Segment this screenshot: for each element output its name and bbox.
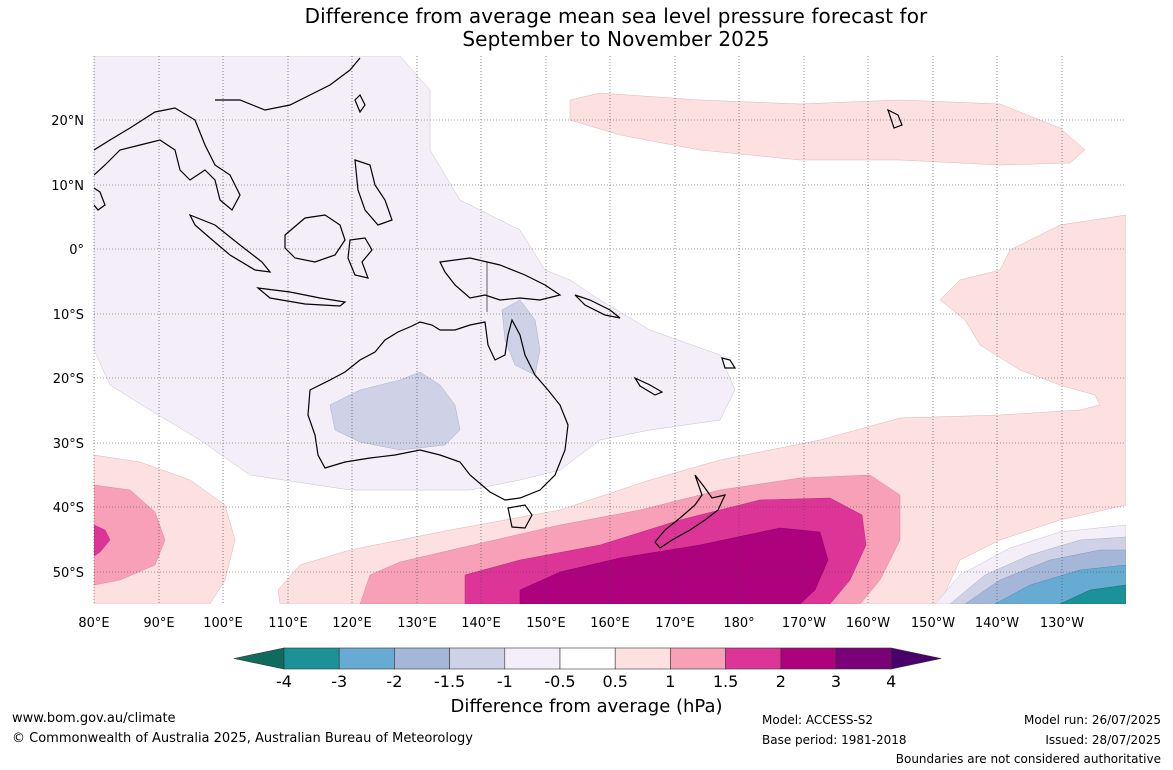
pressure-anomaly-map: 20°N 10°N 0° 10°S 20°S 30°S 40°S 50°S 80°E 90°E 1… [51, 56, 1126, 631]
colorbar-cell [780, 647, 837, 670]
model-run-date: Model run: 26/07/2025 [1023, 713, 1161, 727]
longitude-label: 90°E [143, 616, 174, 631]
china-coastline [215, 57, 361, 111]
java-coastline [256, 287, 347, 307]
colorbar-tick-label: 1.5 [713, 672, 738, 691]
issued-date: Issued: 28/07/2025 [1045, 733, 1161, 747]
model-name: Model: ACCESS-S2 [762, 713, 874, 727]
gridlines [93, 56, 1126, 604]
longitude-label: 140°E [461, 616, 501, 631]
fiji-coastline [721, 357, 737, 369]
latitude-label: 40°S [53, 501, 84, 516]
new-zealand-coastline [654, 474, 727, 549]
colorbar-ticks: -4 -3 -2 -1.5 -1 -0.5 0.5 1 1.5 2 3 4 [276, 672, 896, 691]
colorbar-tick-label: -4 [276, 672, 292, 691]
longitude-label: 150°E [526, 616, 566, 631]
colorbar: -4 -3 -2 -1.5 -1 -0.5 0.5 1 1.5 2 3 4 [233, 647, 942, 691]
anomaly-region-plus-2 [519, 527, 829, 604]
taiwan-coastline [354, 93, 366, 114]
longitude-label: 180° [723, 616, 754, 631]
colorbar-tick-label: 4 [886, 672, 896, 691]
longitude-label: 130°E [397, 616, 437, 631]
colorbar-tick-label: 1 [665, 672, 675, 691]
longitude-label: 110°E [268, 616, 308, 631]
map-title-line1: Difference from average mean sea level p… [304, 4, 928, 28]
latitude-label: 20°S [53, 372, 84, 387]
colorbar-tick-label: -3 [331, 672, 347, 691]
latitude-label: 30°S [53, 437, 84, 452]
longitude-label: 130°W [1040, 616, 1084, 631]
anomaly-region-minus-0.5 [94, 56, 736, 491]
longitude-label: 120°E [332, 616, 372, 631]
colorbar-cell [670, 647, 726, 670]
colorbar-cell [614, 647, 671, 670]
anomaly-region-plus-1 [94, 484, 166, 586]
longitude-label: 170°E [655, 616, 695, 631]
anomaly-region-plus-1.5 [94, 524, 111, 557]
anomaly-region-plus-0.5-north [569, 92, 1086, 166]
new-guinea-coastline [439, 257, 562, 301]
longitude-label: 160°W [846, 616, 890, 631]
borneo-coastline [284, 214, 346, 263]
sri-lanka-coastline [94, 187, 106, 211]
colorbar-tick-label: 3 [831, 672, 841, 691]
southeast-asia-coastline [94, 107, 241, 211]
colorbar-cell [394, 647, 450, 670]
colorbar-cell [283, 647, 340, 670]
colorbar-tick-label: 0.5 [602, 672, 627, 691]
colorbar-tick-label: 2 [776, 672, 786, 691]
anomaly-region-minus-3-southeast [1059, 584, 1126, 604]
hawaii-coastline [886, 108, 903, 129]
colorbar-cell [835, 647, 892, 670]
colorbar-cell [559, 647, 616, 670]
tasmania-coastline [507, 504, 533, 529]
colorbar-cell [725, 647, 782, 670]
colorbar-tick-label: -1.5 [434, 672, 465, 691]
colorbar-label: Difference from average (hPa) [450, 696, 723, 717]
latitude-label: 10°S [53, 308, 84, 323]
new-caledonia-coastline [633, 376, 664, 396]
boundaries-disclaimer: Boundaries are not considered authoritat… [895, 752, 1161, 766]
coastlines [94, 57, 903, 549]
philippines-coastline [354, 159, 393, 226]
colorbar-extend-low [233, 647, 285, 670]
longitude-labels: 80°E 90°E 100°E 110°E 120°E 130°E 140°E 150°E 16… [78, 616, 1084, 631]
colorbar-cell [449, 647, 506, 670]
latitude-label: 20°N [51, 114, 84, 129]
sulawesi-coastline [347, 237, 373, 279]
map-title-line2: September to November 2025 [462, 27, 770, 51]
colorbar-cells [233, 647, 942, 670]
colorbar-tick-label: -2 [386, 672, 402, 691]
colorbar-extend-high [890, 647, 942, 670]
latitude-label: 50°S [53, 566, 84, 581]
sumatra-coastline [188, 213, 272, 273]
colorbar-cell [338, 647, 395, 670]
base-period: Base period: 1981-2018 [762, 733, 907, 747]
longitude-label: 140°W [975, 616, 1019, 631]
colorbar-tick-label: -1 [497, 672, 513, 691]
copyright-text: © Commonwealth of Australia 2025, Austra… [12, 731, 473, 746]
latitude-label: 10°N [51, 179, 84, 194]
australia-coastline [307, 318, 569, 501]
longitude-label: 100°E [203, 616, 243, 631]
colorbar-tick-label: -0.5 [544, 672, 575, 691]
longitude-label: 170°W [782, 616, 826, 631]
anomaly-region-minus-1 [329, 371, 461, 451]
latitude-labels: 20°N 10°N 0° 10°S 20°S 30°S 40°S 50°S [51, 114, 84, 581]
website-link[interactable]: www.bom.gov.au/climate [12, 711, 176, 726]
latitude-label: 0° [69, 243, 84, 258]
longitude-label: 160°E [590, 616, 630, 631]
solomon-islands-coastline [574, 294, 621, 319]
colorbar-cell [504, 647, 561, 670]
longitude-label: 80°E [78, 616, 109, 631]
longitude-label: 150°W [911, 616, 955, 631]
